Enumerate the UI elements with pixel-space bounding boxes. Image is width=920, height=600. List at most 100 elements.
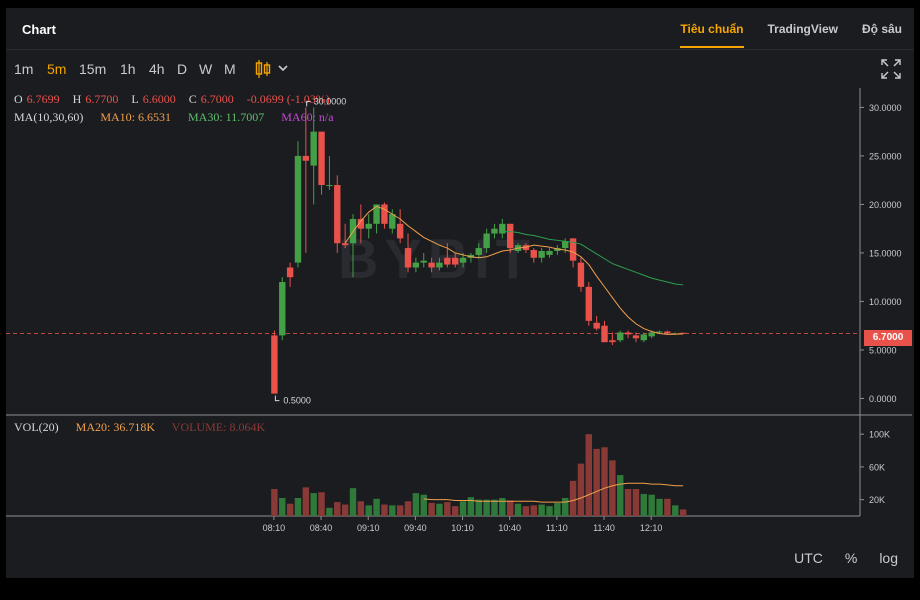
volume-bar	[302, 487, 310, 516]
volume-bar	[640, 493, 648, 516]
volume-bar	[507, 500, 514, 516]
candle-body	[428, 262, 435, 268]
ma60-value: MA60: n/a	[281, 110, 334, 124]
time-tick-label: 12:10	[640, 523, 663, 533]
candle-body	[538, 250, 545, 258]
volume-bar	[648, 494, 655, 516]
volume-bar	[420, 494, 427, 516]
candle-body	[365, 223, 372, 229]
candle-body	[640, 334, 648, 341]
high-marker-arrow	[306, 100, 311, 107]
open-label: O	[14, 92, 23, 106]
time-tick-label: 09:10	[357, 523, 380, 533]
candle-body	[302, 155, 310, 161]
candle-body	[279, 282, 286, 336]
candle-body	[499, 223, 506, 234]
candle-body	[679, 332, 687, 334]
volume-bar	[656, 498, 663, 516]
candle-body	[664, 331, 671, 334]
candle-body	[444, 257, 451, 265]
ma-legend: MA(10,30,60) MA10: 6.6531 MA30: 11.7007 …	[14, 110, 334, 125]
ma30-line	[502, 231, 684, 286]
volume-bar	[389, 505, 396, 516]
volume-bar	[396, 505, 404, 516]
vol-label: VOL(20)	[14, 420, 59, 434]
volume-bar	[294, 498, 302, 516]
volume-bar	[593, 448, 600, 516]
candle-body	[294, 155, 302, 263]
timeframe-d[interactable]: D	[177, 61, 188, 77]
candle-body	[334, 185, 341, 244]
candles-icon[interactable]	[254, 59, 272, 79]
ma-label: MA(10,30,60)	[14, 110, 84, 124]
volume-bar	[341, 504, 349, 516]
candle-body	[389, 214, 396, 229]
price-change: -0.0699 (-1.03%)	[246, 92, 330, 106]
chart-header: Chart Tiêu chuẩn TradingView Độ sâu	[6, 8, 914, 50]
low-value: 6.6000	[142, 92, 176, 106]
candle-body	[577, 262, 585, 287]
volume-bar	[467, 497, 475, 516]
timeframe-1m[interactable]: 1m	[14, 61, 34, 77]
candle-body	[271, 335, 278, 394]
price-tick-label: 0.0000	[869, 394, 897, 404]
candle-body	[507, 223, 514, 249]
price-tick-label: 25.0000	[869, 151, 902, 161]
volume-bar	[451, 506, 459, 516]
candle-body	[593, 322, 600, 329]
close-label: C	[188, 92, 197, 106]
volume-bar	[585, 434, 592, 516]
tab-tradingview[interactable]: TradingView	[767, 22, 838, 36]
candle-body	[648, 332, 655, 337]
high-value: 6.7700	[85, 92, 119, 106]
widget-title: Chart	[22, 22, 56, 37]
timeframe-15m[interactable]: 15m	[79, 61, 107, 77]
volume-bar	[271, 489, 278, 516]
volume-bar	[530, 505, 537, 516]
time-tick-label: 10:10	[451, 523, 474, 533]
volume-bar	[318, 492, 325, 516]
tab-standard[interactable]: Tiêu chuẩn	[668, 8, 755, 50]
volume-bar	[475, 499, 482, 516]
candle-body	[530, 250, 537, 258]
timeframe-1h[interactable]: 1h	[120, 61, 136, 77]
volume-bar	[286, 503, 294, 516]
candle-body	[624, 332, 632, 335]
volume-bar	[365, 505, 372, 516]
log-scale-button[interactable]: log	[879, 550, 898, 566]
candle-body	[546, 250, 553, 255]
volume-bar	[491, 499, 498, 516]
volume-bar	[601, 447, 608, 516]
volume-bar	[499, 498, 506, 516]
timeframe-4h[interactable]: 4h	[149, 61, 165, 77]
chevron-down-icon[interactable]	[276, 60, 290, 76]
candle-body	[491, 228, 498, 234]
candle-body	[420, 260, 427, 263]
timeframe-w[interactable]: W	[199, 61, 213, 77]
timeframe-toolbar: 1m 5m 15m 1h 4h D W M	[6, 54, 914, 84]
candle-body	[310, 131, 317, 166]
timezone-button[interactable]: UTC	[794, 550, 823, 566]
volume-bar	[459, 501, 467, 516]
volume-bar	[679, 509, 687, 516]
open-value: 6.7699	[26, 92, 60, 106]
volume-bar	[483, 499, 490, 516]
candle-body	[381, 204, 388, 224]
volume-bar	[672, 505, 679, 516]
tab-depth[interactable]: Độ sâu	[861, 22, 902, 36]
ma10-value: MA10: 6.6531	[100, 110, 171, 124]
volume-bar	[562, 498, 569, 516]
candle-body	[475, 248, 482, 255]
candle-body	[326, 185, 333, 187]
volume-bar	[609, 460, 616, 516]
time-tick-label: 08:10	[263, 523, 286, 533]
low-marker-arrow	[274, 395, 280, 402]
percent-scale-button[interactable]: %	[844, 550, 858, 566]
timeframe-5m[interactable]: 5m	[47, 61, 67, 77]
high-marker-label: 30.0000	[314, 96, 347, 106]
candle-body	[373, 204, 380, 224]
timeframe-m[interactable]: M	[224, 61, 236, 77]
candle-body	[412, 262, 420, 268]
expand-icon[interactable]	[880, 58, 902, 80]
